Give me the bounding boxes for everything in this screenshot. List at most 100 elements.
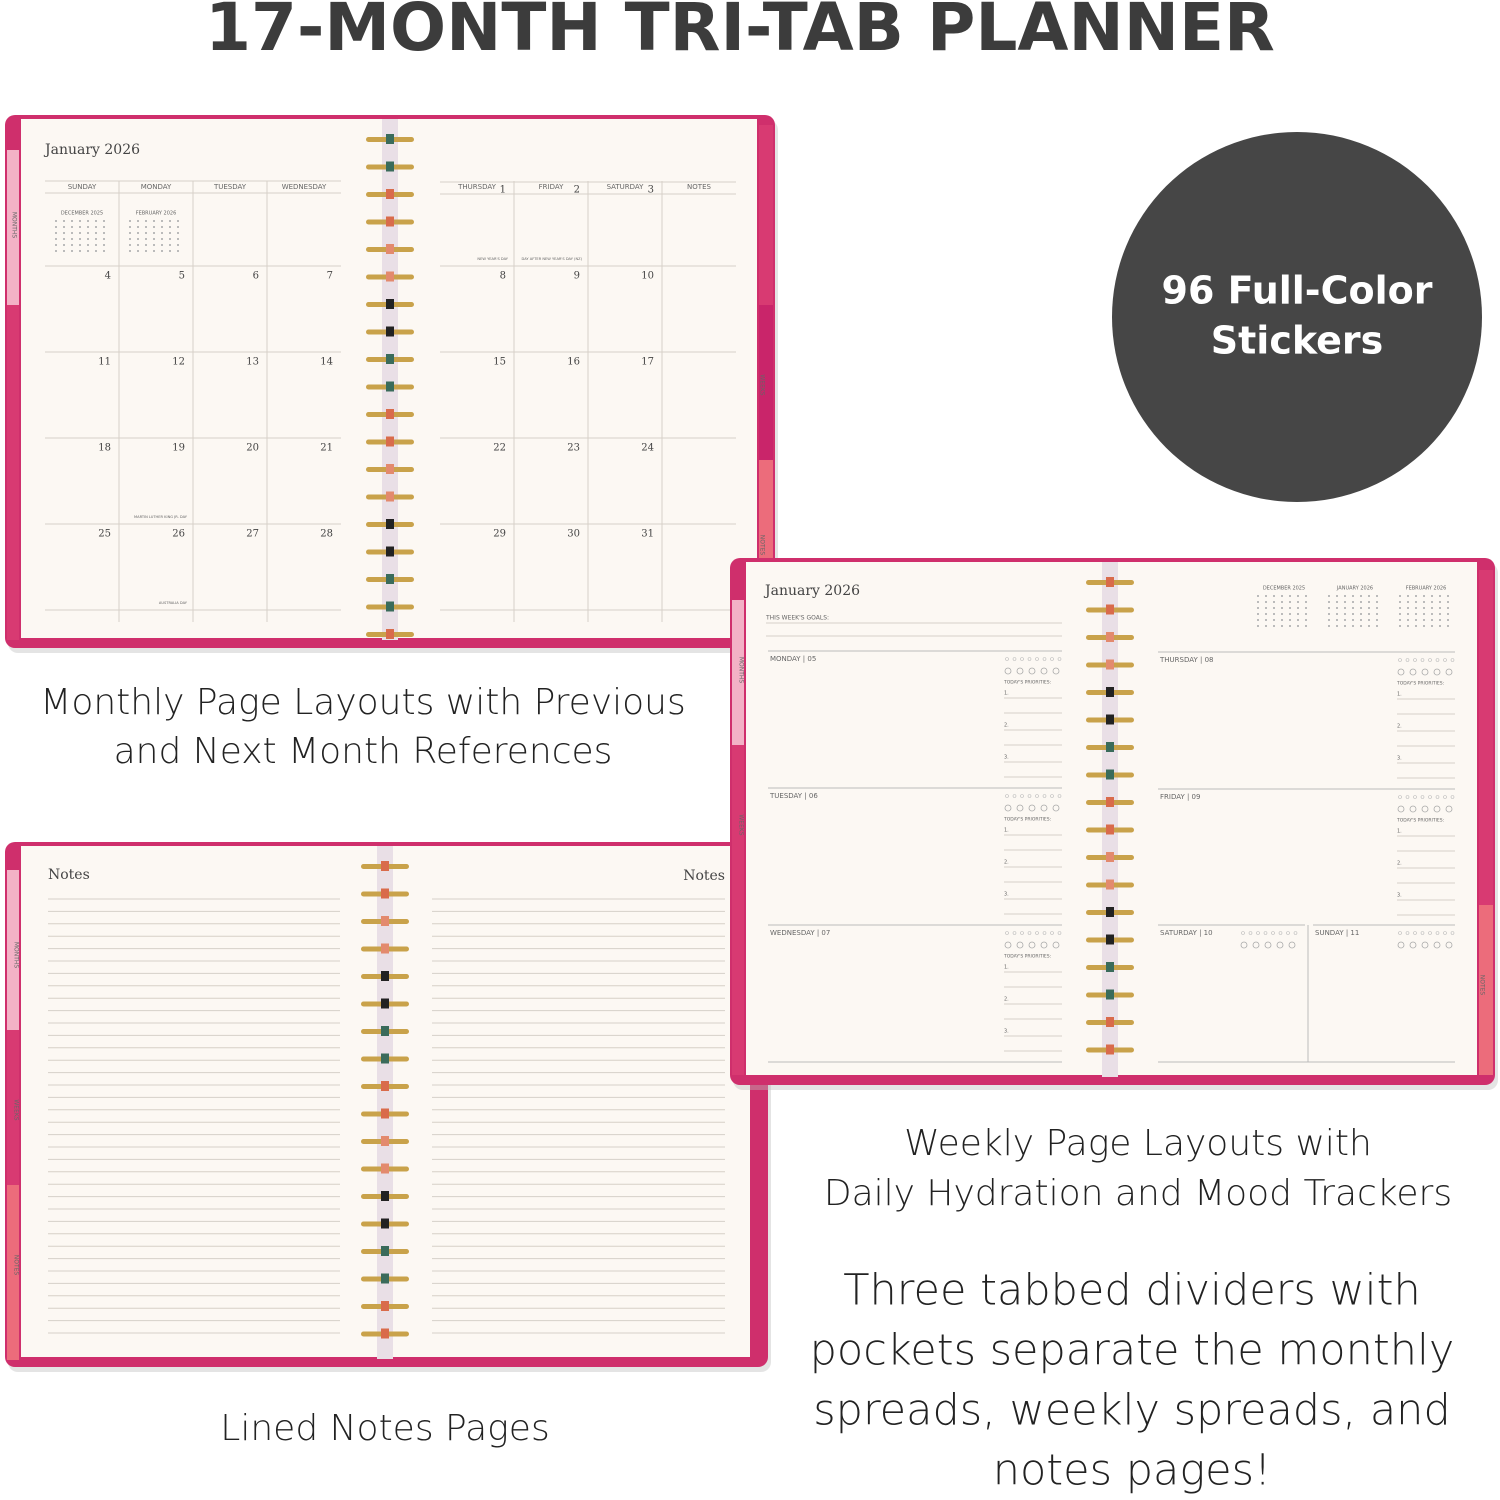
water-drop [1443,931,1447,935]
coil-shade [381,1301,389,1311]
priorities-label: TODAY'S PRIORITIES: [1003,680,1051,686]
water-drop [1450,658,1455,662]
tab [7,1185,19,1360]
coil-shade [1106,962,1114,972]
mood-circle [1016,941,1024,949]
water-drop [1405,795,1410,799]
weekday-header: FRIDAY [539,183,564,191]
day-number: 21 [320,443,333,454]
day-number: 3 [648,185,654,196]
day-number: 25 [98,529,111,540]
priorities-label: TODAY'S PRIORITIES: [1003,954,1051,960]
holiday: DAY AFTER NEW YEAR'S DAY (NZ) [522,257,583,261]
coil-shade [386,189,394,199]
priority-number: 1. [1004,691,1009,697]
day-number: 8 [500,271,506,282]
coil-shade [381,1328,389,1339]
mood-circle [1004,667,1012,675]
mood-circle [1040,941,1048,949]
coil-shade [381,1136,389,1146]
coil-shade [386,436,394,447]
day-number: 14 [320,357,333,368]
priority-number: 3. [1004,755,1009,761]
water-drop [1012,794,1017,798]
coil-shade [386,629,394,639]
holiday: NEW YEAR'S DAY [477,257,508,261]
day-label: FRIDAY | 09 [1160,793,1200,801]
mood-circle [1016,667,1024,675]
tab [7,150,19,305]
tab-label: WEEKS [759,374,766,395]
mood-circle [1040,804,1048,812]
coil-shade [386,519,394,529]
water-drop [1398,931,1402,935]
priority-number: 3. [1004,892,1009,898]
mood-circle [1040,667,1048,675]
day-number: 9 [574,271,580,282]
water-drop [1443,795,1447,799]
badge [1112,132,1482,502]
water-drop [1035,794,1039,798]
notes-title: Notes [683,868,725,884]
coil-shade [386,546,394,557]
tab [732,600,744,745]
coil-shade [381,1081,389,1091]
coil-shade [386,381,394,392]
water-drop [1435,795,1440,799]
holiday: MARTIN LUTHER KING JR. DAY [134,515,188,519]
coil-shade [386,299,394,309]
tab [7,305,19,640]
mood-circle [1004,941,1012,949]
water-drop [1420,658,1425,662]
day-number: 30 [567,529,580,540]
mood-circle [1421,941,1429,949]
mood-circle [1264,941,1272,949]
water-drop [1286,931,1290,935]
coil-shade [386,574,394,584]
water-drop [1413,931,1417,935]
water-drop [1005,657,1009,661]
water-drop [1027,794,1032,798]
water-drop [1428,795,1432,799]
tab [732,745,744,1075]
water-drop [1035,931,1039,935]
tab [1479,905,1493,1075]
mood-circle [1276,941,1284,949]
mood-circle [1240,941,1248,949]
water-drop [1293,931,1298,935]
mood-circle [1004,804,1012,812]
weekday-header: MONDAY [141,183,172,191]
water-drop [1271,931,1275,935]
tab [7,1030,19,1185]
mood-circle [1421,668,1429,676]
mini-title: FEBRUARY 2026 [136,211,177,217]
water-drop [1241,931,1245,935]
mood-circle [1445,941,1453,949]
weekday-header: SUNDAY [68,183,97,191]
mood-circle [1397,668,1405,676]
coil-shade [381,1053,389,1064]
coil-shade [1106,604,1114,615]
coil-shade [386,134,394,144]
water-drop [1413,658,1417,662]
coil-shade [386,326,394,337]
mood-circle [1397,941,1405,949]
water-drop [1057,657,1062,661]
tab-label: WEEKS [738,814,745,835]
coil-shade [386,354,394,364]
water-drop [1428,931,1432,935]
tab [759,305,773,460]
coil-shade [1106,742,1114,752]
tab-label: NOTES [759,535,766,556]
month-title: January 2026 [43,142,140,158]
day-number: 28 [320,529,333,540]
tab-label: WEEKS [13,1099,20,1120]
water-drop [1012,931,1017,935]
water-drop [1042,931,1047,935]
coil-shade [386,161,394,172]
water-drop [1005,931,1009,935]
day-number: 2 [574,185,580,196]
caption: notes pages! [993,1446,1272,1496]
weekday-header: SATURDAY [607,183,645,191]
